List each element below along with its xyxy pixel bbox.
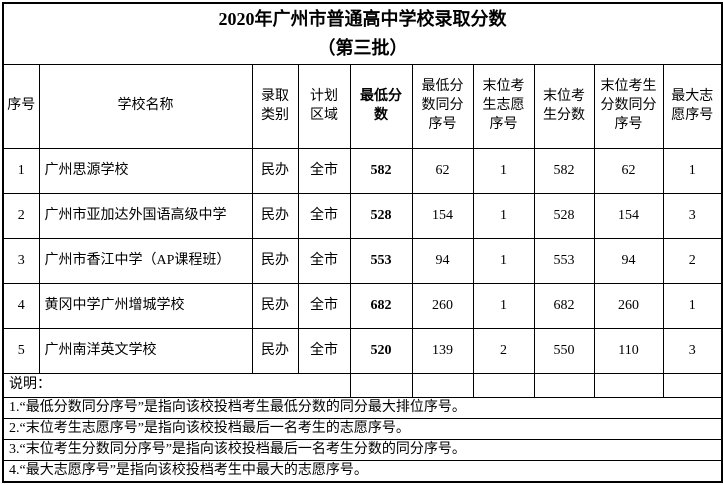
cell-max-choice-no: 1 — [662, 283, 723, 329]
col-header-last-candidate-score: 末位考生分数 — [533, 64, 595, 149]
note-row: 3.“末位考生分数同分序号”是指向该校投档最后一名考生分数的同分序号。 — [2, 439, 723, 461]
empty-cell — [662, 373, 723, 398]
cell-last-candidate-score: 553 — [533, 238, 595, 284]
cell-index: 1 — [2, 148, 40, 194]
empty-cell — [472, 373, 535, 398]
cell-last-candidate-score: 528 — [533, 193, 595, 239]
cell-min-score-tie-rank: 62 — [411, 148, 474, 194]
cell-last-candidate-score-tie-rank: 260 — [593, 283, 664, 329]
cell-index: 2 — [2, 193, 40, 239]
note-item-3: 3.“末位考生分数同分序号”是指向该校投档最后一名考生分数的同分序号。 — [2, 439, 723, 461]
col-header-min-score: 最低分数 — [349, 64, 413, 149]
cell-last-candidate-score-tie-rank: 62 — [593, 148, 664, 194]
cell-min-score: 553 — [349, 238, 413, 284]
header-row: 序号 学校名称 录取类别 计划区域 最低分数 最低分数同分序号 末位考生志愿序号… — [2, 64, 723, 149]
cell-last-candidate-choice-no: 1 — [472, 193, 535, 239]
cell-last-candidate-score-tie-rank: 94 — [593, 238, 664, 284]
empty-cell — [411, 373, 474, 398]
empty-cell — [349, 373, 413, 398]
cell-min-score: 682 — [349, 283, 413, 329]
cell-min-score: 582 — [349, 148, 413, 194]
cell-last-candidate-score: 550 — [533, 328, 595, 374]
col-header-last-candidate-score-tie-rank: 末位考生分数同分序号 — [593, 64, 664, 149]
cell-school-name: 广州市香江中学（AP课程班） — [38, 238, 253, 284]
cell-admission-type: 民办 — [251, 148, 299, 194]
col-header-school-name: 学校名称 — [38, 64, 253, 149]
table-row: 4 黄冈中学广州增城学校 民办 全市 682 260 1 682 260 1 — [2, 283, 723, 329]
empty-cell — [533, 373, 595, 398]
cell-last-candidate-score: 582 — [533, 148, 595, 194]
notes-label-row: 说明： — [2, 373, 723, 398]
note-row: 1.“最低分数同分序号”是指向该校投档考生最低分数的同分最大排位序号。 — [2, 397, 723, 419]
empty-cell — [593, 373, 664, 398]
cell-max-choice-no: 3 — [662, 328, 723, 374]
table-row: 5 广州南洋英文学校 民办 全市 520 139 2 550 110 3 — [2, 328, 723, 374]
col-header-index: 序号 — [2, 64, 40, 149]
cell-school-name: 广州思源学校 — [38, 148, 253, 194]
cell-min-score: 520 — [349, 328, 413, 374]
table-row: 2 广州市亚加达外国语高级中学 民办 全市 528 154 1 528 154 … — [2, 193, 723, 239]
cell-admission-type: 民办 — [251, 283, 299, 329]
cell-min-score-tie-rank: 139 — [411, 328, 474, 374]
col-header-max-choice-no: 最大志愿序号 — [662, 64, 723, 149]
cell-school-name: 广州南洋英文学校 — [38, 328, 253, 374]
cell-plan-region: 全市 — [297, 238, 351, 284]
col-header-min-score-tie-rank: 最低分数同分序号 — [411, 64, 474, 149]
cell-admission-type: 民办 — [251, 193, 299, 239]
table-row: 3 广州市香江中学（AP课程班） 民办 全市 553 94 1 553 94 2 — [2, 238, 723, 284]
cell-plan-region: 全市 — [297, 283, 351, 329]
col-header-plan-region: 计划区域 — [297, 64, 351, 149]
cell-school-name: 黄冈中学广州增城学校 — [38, 283, 253, 329]
cell-min-score-tie-rank: 154 — [411, 193, 474, 239]
title-row: 2020年广州市普通高中学校录取分数 （第三批） — [2, 2, 723, 65]
cell-max-choice-no: 1 — [662, 148, 723, 194]
table-row: 1 广州思源学校 民办 全市 582 62 1 582 62 1 — [2, 148, 723, 194]
title-line-2: （第三批） — [317, 38, 408, 58]
col-header-admission-type: 录取类别 — [251, 64, 299, 149]
cell-last-candidate-choice-no: 1 — [472, 283, 535, 329]
cell-last-candidate-score-tie-rank: 110 — [593, 328, 664, 374]
note-item-2: 2.“末位考生志愿序号”是指向该校投档最后一名考生的志愿序号。 — [2, 418, 723, 440]
notes-label: 说明： — [2, 373, 351, 398]
cell-index: 4 — [2, 283, 40, 329]
cell-plan-region: 全市 — [297, 193, 351, 239]
cell-last-candidate-score: 682 — [533, 283, 595, 329]
cell-last-candidate-choice-no: 1 — [472, 148, 535, 194]
col-header-last-candidate-choice-no: 末位考生志愿序号 — [472, 64, 535, 149]
note-item-4: 4.“最大志愿序号”是指向该校投档考生中最大的志愿序号。 — [2, 460, 723, 483]
cell-admission-type: 民办 — [251, 238, 299, 284]
cell-last-candidate-choice-no: 1 — [472, 238, 535, 284]
title-line-1: 2020年广州市普通高中学校录取分数 — [218, 9, 507, 30]
cell-min-score-tie-rank: 260 — [411, 283, 474, 329]
cell-plan-region: 全市 — [297, 328, 351, 374]
cell-max-choice-no: 3 — [662, 193, 723, 239]
cell-min-score: 528 — [349, 193, 413, 239]
cell-index: 5 — [2, 328, 40, 374]
cell-min-score-tie-rank: 94 — [411, 238, 474, 284]
note-row: 2.“末位考生志愿序号”是指向该校投档最后一名考生的志愿序号。 — [2, 418, 723, 440]
cell-max-choice-no: 2 — [662, 238, 723, 284]
note-item-1: 1.“最低分数同分序号”是指向该校投档考生最低分数的同分最大排位序号。 — [2, 397, 723, 419]
cell-index: 3 — [2, 238, 40, 284]
cell-admission-type: 民办 — [251, 328, 299, 374]
cell-school-name: 广州市亚加达外国语高级中学 — [38, 193, 253, 239]
cell-plan-region: 全市 — [297, 148, 351, 194]
cell-last-candidate-score-tie-rank: 154 — [593, 193, 664, 239]
table-title: 2020年广州市普通高中学校录取分数 （第三批） — [2, 2, 723, 65]
cell-last-candidate-choice-no: 2 — [472, 328, 535, 374]
note-row: 4.“最大志愿序号”是指向该校投档考生中最大的志愿序号。 — [2, 460, 723, 483]
